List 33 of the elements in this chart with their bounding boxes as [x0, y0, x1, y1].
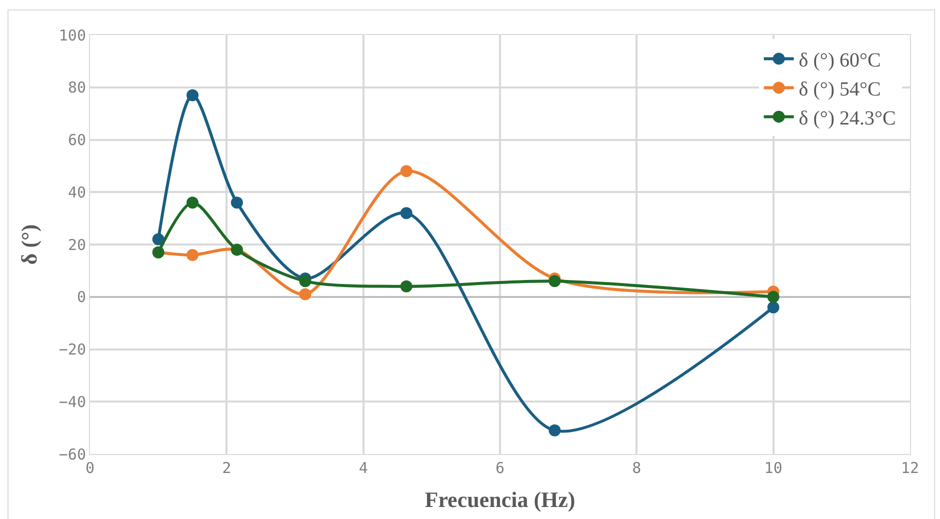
- point: [230, 196, 243, 209]
- point: [400, 165, 412, 178]
- point: [186, 89, 198, 102]
- y-tick-label: 60: [68, 131, 86, 149]
- point: [186, 248, 198, 261]
- y-tick-label: 20: [68, 236, 86, 254]
- x-tick-label: 12: [900, 459, 920, 477]
- y-tick-label: −20: [58, 340, 86, 358]
- legend-label: δ (°) 54°C: [798, 78, 881, 100]
- y-axis-title: δ (°): [16, 224, 42, 265]
- x-tick-label: 4: [358, 459, 368, 477]
- x-tick-label: 10: [764, 459, 782, 477]
- y-tick-label: 80: [68, 78, 86, 97]
- y-tick-label: −40: [58, 392, 86, 411]
- point: [767, 290, 780, 303]
- legend-label: δ (°) 24.3°C: [798, 107, 896, 130]
- y-tick-label: 0: [76, 288, 86, 306]
- point: [400, 280, 412, 292]
- point: [548, 275, 561, 288]
- point: [299, 288, 312, 300]
- y-tick-label: 40: [68, 183, 86, 202]
- point: [548, 424, 561, 436]
- point: [400, 207, 412, 220]
- x-tick-label: 8: [632, 459, 642, 477]
- legend-label: δ (°) 60°C: [798, 49, 881, 72]
- x-tick-label: 6: [495, 459, 505, 477]
- point: [299, 275, 312, 288]
- x-tick-label: 2: [222, 459, 232, 477]
- point: [767, 301, 780, 314]
- y-tick-label: 100: [58, 26, 86, 44]
- point: [186, 196, 198, 209]
- x-axis-title: Frecuencia (Hz): [424, 486, 576, 512]
- y-tick-label: −60: [58, 445, 86, 464]
